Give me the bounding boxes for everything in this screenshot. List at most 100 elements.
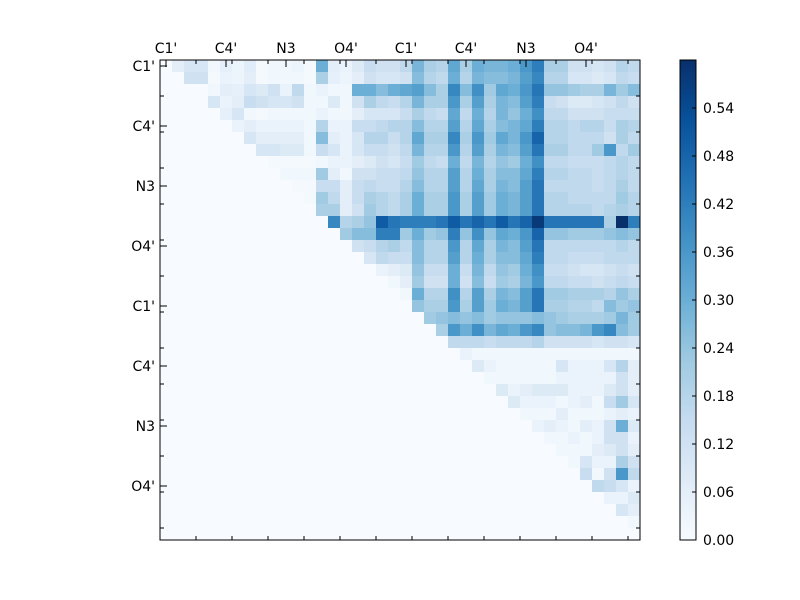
heatmap-cell <box>316 288 329 301</box>
heatmap-cell <box>196 420 209 433</box>
heatmap-cell <box>196 276 209 289</box>
heatmap-cell <box>244 420 257 433</box>
heatmap-cell <box>328 492 341 505</box>
heatmap-cell <box>436 480 449 493</box>
heatmap-cell <box>232 504 245 517</box>
heatmap-cell <box>400 492 413 505</box>
heatmap-cell <box>412 456 425 469</box>
heatmap-cell <box>472 432 485 445</box>
heatmap-cell <box>568 348 581 361</box>
heatmap-cell <box>616 252 629 265</box>
heatmap-cell <box>196 432 209 445</box>
heatmap-cell <box>328 360 341 373</box>
heatmap-cell <box>544 96 557 109</box>
heatmap-cell <box>196 264 209 277</box>
heatmap-cell <box>532 216 545 229</box>
heatmap-cell <box>520 480 533 493</box>
heatmap-cell <box>472 348 485 361</box>
heatmap-cell <box>328 276 341 289</box>
heatmap-cell <box>580 456 593 469</box>
heatmap-cell <box>436 156 449 169</box>
heatmap-cell <box>292 60 305 73</box>
heatmap-cell <box>556 72 569 85</box>
heatmap-cell <box>160 144 173 157</box>
heatmap-cell <box>244 516 257 529</box>
heatmap-cell <box>532 492 545 505</box>
heatmap-cell <box>340 336 353 349</box>
heatmap-cell <box>508 360 521 373</box>
heatmap-cell <box>616 276 629 289</box>
heatmap-cell <box>172 60 185 73</box>
heatmap-cell <box>208 324 221 337</box>
heatmap-cell <box>544 144 557 157</box>
heatmap-cell <box>400 348 413 361</box>
heatmap-cell <box>580 216 593 229</box>
heatmap-cell <box>196 468 209 481</box>
heatmap-cell <box>496 264 509 277</box>
heatmap-cell <box>496 372 509 385</box>
heatmap-cell <box>436 456 449 469</box>
heatmap-cell <box>448 264 461 277</box>
heatmap-cell <box>160 288 173 301</box>
heatmap-cell <box>196 372 209 385</box>
heatmap-cell <box>436 468 449 481</box>
heatmap-cell <box>508 288 521 301</box>
heatmap-cell <box>172 480 185 493</box>
heatmap-cell <box>268 276 281 289</box>
heatmap-cell <box>520 180 533 193</box>
heatmap-cell <box>556 240 569 253</box>
heatmap-cell <box>412 468 425 481</box>
heatmap-cell <box>544 168 557 181</box>
heatmap-cell <box>184 456 197 469</box>
heatmap-cell <box>292 456 305 469</box>
heatmap-cell <box>376 432 389 445</box>
heatmap-cell <box>304 144 317 157</box>
heatmap-cell <box>604 468 617 481</box>
heatmap-cell <box>412 288 425 301</box>
heatmap-cell <box>292 528 305 541</box>
heatmap-cell <box>316 456 329 469</box>
y-tick-label: N3 <box>136 179 155 195</box>
heatmap-cell <box>580 432 593 445</box>
heatmap-cell <box>376 480 389 493</box>
heatmap-cell <box>232 288 245 301</box>
heatmap-cell <box>328 132 341 145</box>
heatmap-cell <box>376 300 389 313</box>
heatmap-cell <box>388 288 401 301</box>
heatmap-cell <box>508 396 521 409</box>
heatmap-cell <box>352 372 365 385</box>
heatmap-cell <box>172 108 185 121</box>
heatmap-cell <box>424 276 437 289</box>
heatmap-cell <box>364 228 377 241</box>
heatmap-cell <box>520 144 533 157</box>
heatmap-cell <box>268 204 281 217</box>
heatmap-cell <box>172 456 185 469</box>
heatmap-cell <box>364 468 377 481</box>
heatmap-cell <box>436 408 449 421</box>
heatmap-cell <box>232 396 245 409</box>
heatmap-cell <box>352 432 365 445</box>
heatmap-cell <box>592 312 605 325</box>
heatmap-cell <box>172 348 185 361</box>
heatmap-cell <box>604 384 617 397</box>
heatmap-cell <box>508 228 521 241</box>
heatmap-cell <box>304 180 317 193</box>
heatmap-cell <box>556 372 569 385</box>
heatmap-cell <box>628 432 641 445</box>
heatmap-cell <box>268 492 281 505</box>
heatmap-cell <box>568 264 581 277</box>
heatmap-cell <box>232 468 245 481</box>
heatmap-cell <box>304 120 317 133</box>
heatmap-cell <box>292 240 305 253</box>
heatmap-cell <box>352 276 365 289</box>
heatmap-cell <box>304 396 317 409</box>
x-tick-label: N3 <box>276 41 295 57</box>
heatmap-cell <box>460 408 473 421</box>
heatmap-cell <box>220 360 233 373</box>
heatmap-cell <box>472 444 485 457</box>
heatmap-cell <box>460 348 473 361</box>
heatmap-cell <box>604 180 617 193</box>
heatmap-cell <box>592 192 605 205</box>
heatmap-cell <box>556 324 569 337</box>
heatmap-cell <box>340 372 353 385</box>
